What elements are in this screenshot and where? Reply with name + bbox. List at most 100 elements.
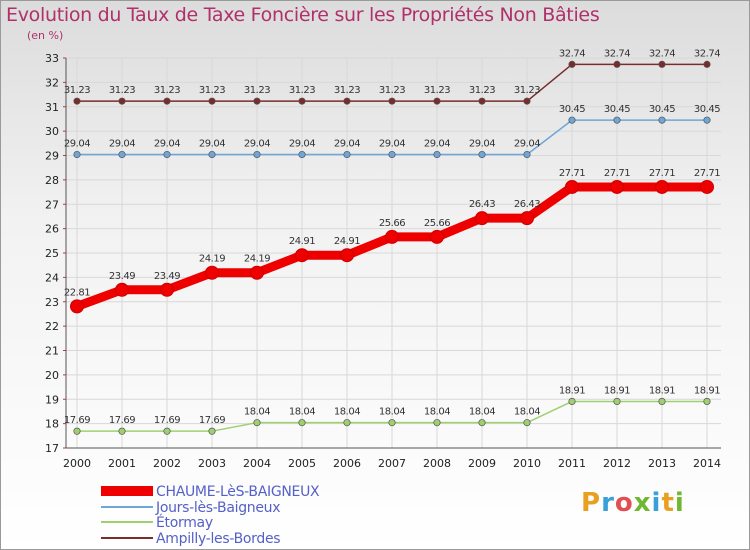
data-label: 17.69: [64, 415, 90, 426]
data-point: [388, 97, 396, 105]
data-point: [478, 97, 486, 105]
data-point: [163, 427, 171, 435]
data-point: [298, 150, 306, 159]
data-labels: 29.04 29.04 29.04 29.04 29.04 29.04 29.04 29.04…: [64, 48, 721, 426]
data-point: [118, 150, 126, 159]
data-label: 31.23: [514, 85, 540, 96]
data-point: [115, 282, 129, 297]
y-tick-label: 19: [45, 393, 59, 406]
x-tick-label: 2000: [63, 457, 91, 470]
x-tick-label: 2007: [378, 457, 406, 470]
x-tick-label: 2010: [513, 457, 541, 470]
data-label: 18.04: [334, 407, 360, 418]
y-tick-label: 25: [45, 247, 59, 260]
data-label: 32.74: [694, 48, 720, 59]
x-tick-label: 2011: [558, 457, 586, 470]
legend-label: CHAUME-LèS-BAIGNEUX: [156, 484, 320, 500]
x-tick-label: 2006: [333, 457, 361, 470]
data-point: [388, 150, 396, 159]
data-label: 18.04: [289, 407, 315, 418]
data-point: [520, 211, 534, 226]
data-label: 29.04: [109, 139, 135, 150]
x-tick-label: 2013: [648, 457, 676, 470]
data-label: 27.71: [559, 168, 585, 179]
data-point: [160, 282, 174, 297]
data-label: 24.91: [289, 236, 315, 247]
y-tick-label: 24: [45, 271, 59, 284]
data-point: [568, 397, 576, 405]
data-point: [478, 419, 486, 427]
x-tick-label: 2003: [198, 457, 226, 470]
line-chart: 17 18 19 20 21 22 23 24 25 26 27 28 29 30 31 32 33 2000 20…: [45, 48, 721, 470]
data-label: 29.04: [514, 139, 540, 150]
data-label: 18.91: [559, 385, 585, 396]
data-point: [433, 97, 441, 105]
data-label: 18.04: [469, 407, 495, 418]
y-tick-label: 18: [45, 418, 59, 431]
y-tick-label: 27: [45, 198, 59, 211]
data-point: [613, 397, 621, 405]
data-point: [208, 150, 216, 159]
data-label: 17.69: [199, 415, 225, 426]
data-label: 18.04: [514, 407, 540, 418]
data-point: [658, 397, 666, 405]
y-tick-label: 17: [45, 442, 59, 455]
data-label: 25.66: [424, 218, 450, 229]
data-point: [73, 97, 81, 105]
y-tick-label: 33: [45, 52, 59, 65]
unit-label: (en %): [27, 29, 64, 42]
data-point: [388, 419, 396, 427]
data-point: [295, 248, 309, 263]
data-label: 30.45: [694, 104, 720, 115]
data-point: [163, 97, 171, 105]
data-point: [658, 116, 666, 124]
data-point: [253, 150, 261, 159]
data-label: 23.49: [109, 271, 135, 282]
data-label: 29.04: [244, 139, 270, 150]
data-label: 29.04: [334, 139, 360, 150]
chart-title: Evolution du Taux de Taxe Foncière sur l…: [6, 4, 600, 26]
data-label: 31.23: [154, 85, 180, 96]
data-label: 27.71: [649, 168, 675, 179]
data-point: [523, 150, 531, 159]
data-point: [568, 116, 576, 124]
data-label: 29.04: [64, 139, 90, 150]
data-point: [340, 248, 354, 263]
data-label: 31.23: [379, 85, 405, 96]
data-label: 24.19: [199, 254, 225, 265]
data-point: [205, 265, 219, 280]
data-point: [163, 150, 171, 159]
data-label: 27.71: [604, 168, 630, 179]
data-point: [613, 116, 621, 124]
data-label: 29.04: [424, 139, 450, 150]
data-point: [430, 229, 444, 244]
y-tick-label: 28: [45, 174, 59, 187]
data-point: [118, 97, 126, 105]
x-tick-label: 2005: [288, 457, 316, 470]
data-label: 18.91: [694, 385, 720, 396]
data-label: 32.74: [604, 48, 630, 59]
data-label: 30.45: [604, 104, 630, 115]
y-tick-label: 26: [45, 223, 59, 236]
data-point: [613, 60, 621, 68]
data-label: 29.04: [154, 139, 180, 150]
data-point: [118, 427, 126, 435]
x-tick-label: 2014: [693, 457, 721, 470]
data-point: [478, 150, 486, 159]
data-label: 30.45: [649, 104, 675, 115]
x-tick-label: 2008: [423, 457, 451, 470]
x-tick-label: 2004: [243, 457, 271, 470]
data-point: [70, 299, 84, 314]
data-label: 17.69: [109, 415, 135, 426]
data-point: [298, 419, 306, 427]
data-point: [658, 60, 666, 68]
data-label: 31.23: [424, 85, 450, 96]
data-label: 31.23: [244, 85, 270, 96]
data-label: 29.04: [469, 139, 495, 150]
data-point: [208, 97, 216, 105]
data-label: 32.74: [649, 48, 675, 59]
data-label: 18.04: [379, 407, 405, 418]
data-label: 26.43: [469, 199, 495, 210]
x-tick-label: 2009: [468, 457, 496, 470]
data-label: 31.23: [334, 85, 360, 96]
